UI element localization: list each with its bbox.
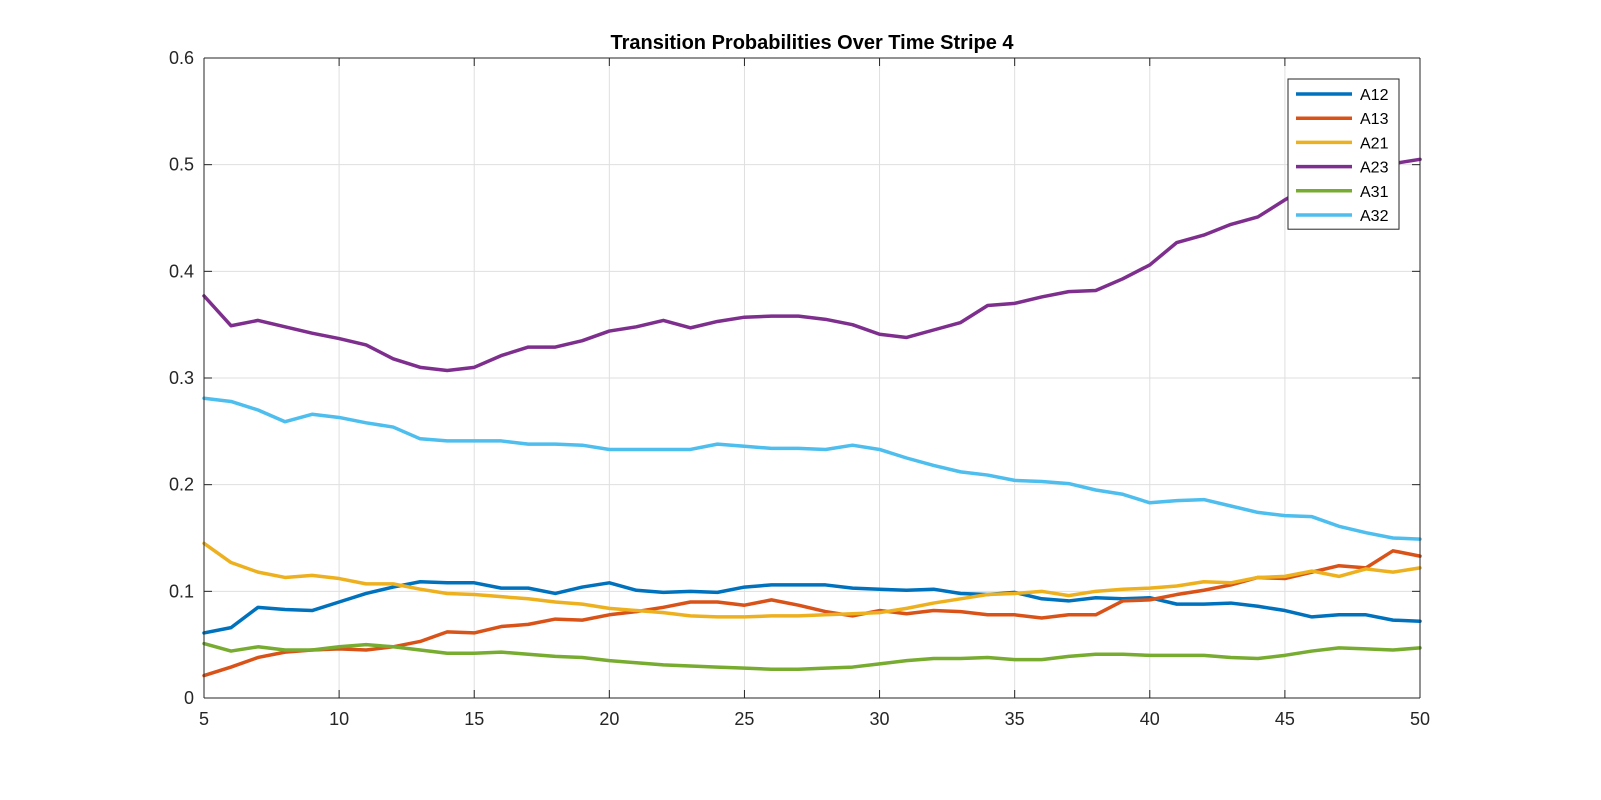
x-tick-label: 45 xyxy=(1275,709,1295,729)
legend-label-a32: A32 xyxy=(1360,208,1389,225)
chart-title: Transition Probabilities Over Time Strip… xyxy=(610,32,1014,54)
legend-label-a21: A21 xyxy=(1360,135,1389,152)
x-tick-label: 50 xyxy=(1410,709,1430,729)
y-tick-label: 0.1 xyxy=(169,581,194,601)
series-line-a31 xyxy=(202,641,1422,671)
axes: 5 10 15 20 25 30 35 40 45 50 0 0.1 0.2 0.3 0.4 0.5 0.6 xyxy=(169,48,1430,729)
y-tick-label: 0.2 xyxy=(169,475,194,495)
y-tick-label: 0.4 xyxy=(169,261,194,281)
legend-label-a23: A23 xyxy=(1360,160,1389,177)
x-tick-label: 40 xyxy=(1140,709,1160,729)
series-lines xyxy=(202,157,1422,678)
y-tick-label: 0.3 xyxy=(169,368,194,388)
series-line-a32 xyxy=(202,396,1422,541)
series-line-a21 xyxy=(202,541,1422,619)
legend-label-a13: A13 xyxy=(1360,111,1389,128)
x-tick-label: 10 xyxy=(329,709,349,729)
legend: A12 A13 A21 A23 A31 A32 xyxy=(1287,78,1400,230)
series-line-a23 xyxy=(202,157,1422,373)
series-line-a12 xyxy=(202,579,1422,635)
legend-box xyxy=(1287,78,1400,230)
y-tick-label: 0 xyxy=(184,688,194,708)
y-tick-label: 0.5 xyxy=(169,155,194,175)
x-tick-label: 5 xyxy=(199,709,209,729)
series-line-a13 xyxy=(202,549,1422,678)
x-tick-label: 20 xyxy=(599,709,619,729)
legend-label-a12: A12 xyxy=(1360,87,1389,104)
grid xyxy=(203,57,1421,699)
x-tick-label: 15 xyxy=(464,709,484,729)
legend-label-a31: A31 xyxy=(1360,184,1389,201)
x-tick-label: 30 xyxy=(870,709,890,729)
y-tick-label: 0.6 xyxy=(169,48,194,68)
x-tick-label: 25 xyxy=(734,709,754,729)
x-tick-label: 35 xyxy=(1005,709,1025,729)
